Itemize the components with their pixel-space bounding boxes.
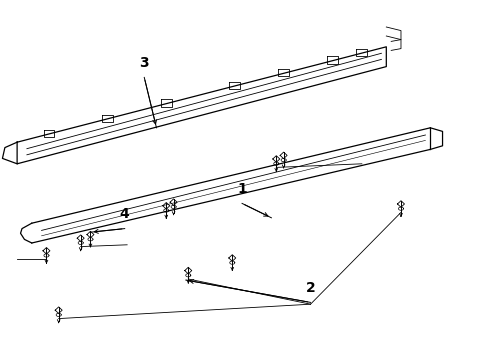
Text: 1: 1 bbox=[237, 182, 246, 196]
Text: 3: 3 bbox=[139, 56, 149, 70]
Text: 4: 4 bbox=[120, 207, 129, 221]
Text: 2: 2 bbox=[305, 281, 315, 295]
